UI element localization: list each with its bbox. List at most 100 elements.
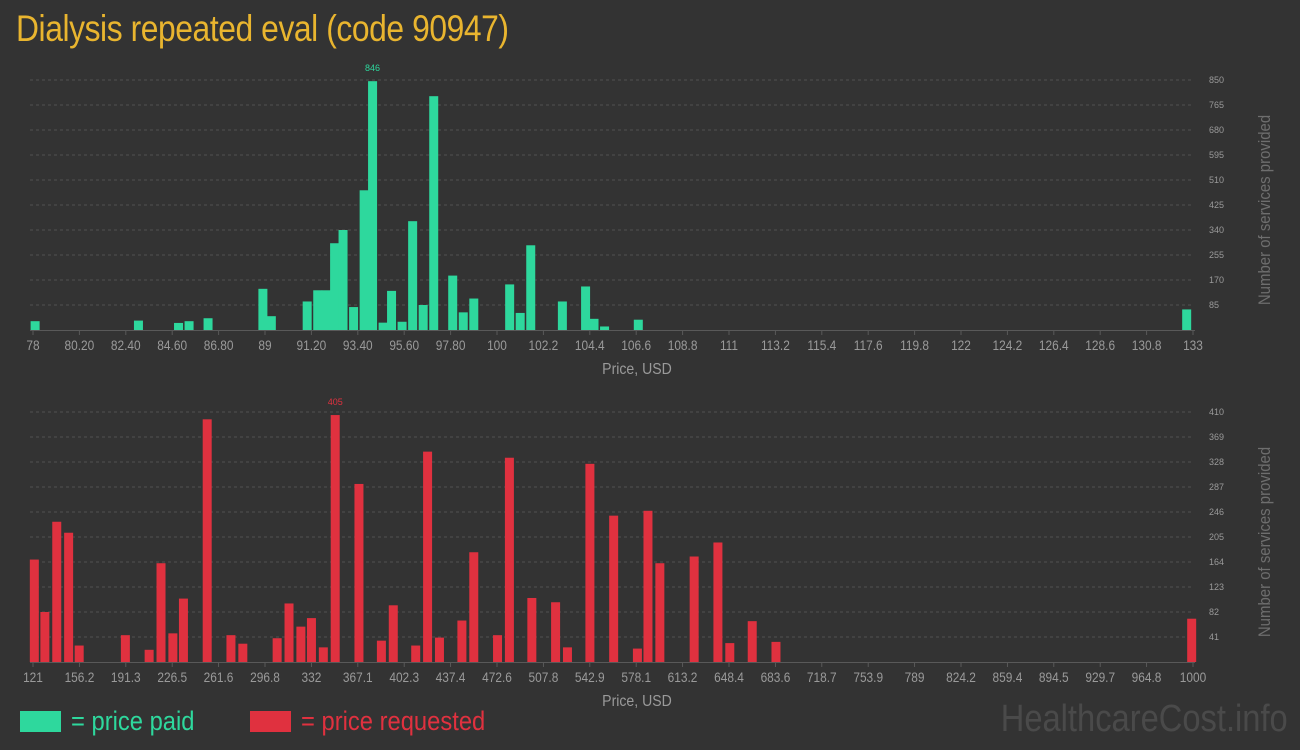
x-tick-label: 108.8 [668,337,698,353]
bar [423,451,433,662]
bar [296,626,306,662]
x-tick-label: 929.7 [1085,669,1115,685]
bar [551,602,561,662]
y-axis-title: Number of services provided [1256,447,1274,637]
bar [359,190,369,330]
bar [168,633,178,662]
x-tick-label: 80.20 [65,337,95,353]
x-tick-label: 119.8 [900,337,929,353]
y-tick-label: 287 [1209,482,1224,492]
bar [338,230,348,330]
max-value-label: 846 [365,63,380,73]
bar [330,415,340,662]
bar [321,290,331,330]
bar [120,635,130,662]
bar [226,635,236,662]
bar [330,243,340,330]
y-tick-label: 765 [1209,100,1224,110]
bar [313,290,323,330]
x-tick-label: 402.3 [389,669,419,685]
x-tick-label: 578.1 [621,669,651,685]
bar [40,612,50,662]
y-tick-label: 41 [1209,632,1219,642]
bar [203,318,213,330]
bar [633,319,643,330]
bar [284,603,294,662]
bar [354,483,364,662]
bar [411,645,421,662]
x-tick-label: 82.40 [111,337,141,353]
bar [713,542,723,662]
bar [609,515,619,662]
x-tick-label: 964.8 [1132,669,1162,685]
bar [1187,618,1197,662]
x-tick-label: 121 [23,669,43,685]
bar [387,290,397,330]
bar [457,620,467,662]
y-tick-label: 850 [1209,75,1224,85]
y-tick-label: 164 [1209,557,1224,567]
bar [184,321,194,330]
x-tick-label: 296.8 [250,669,280,685]
x-tick-label: 824.2 [946,669,976,685]
bar [434,637,444,662]
bar [29,559,39,662]
x-tick-label: 507.8 [529,669,559,685]
x-tick-label: 126.4 [1039,337,1069,353]
y-tick-label: 170 [1209,275,1224,285]
bar [174,322,184,330]
bar [504,457,514,662]
bar [632,648,642,662]
x-tick-label: 332 [302,669,322,685]
x-tick-label: 130.8 [1132,337,1162,353]
x-tick-label: 84.60 [157,337,187,353]
bar [202,419,212,662]
x-tick-label: 113.2 [761,337,790,353]
bar [349,307,359,330]
bar [771,641,781,662]
bar [689,556,699,662]
bar [515,312,525,330]
y-tick-label: 425 [1209,200,1224,210]
price-paid-chart: 85 170 255 340 425 510 595 680 765 850 846 78 80.20 8… [26,63,1274,378]
y-tick-label: 328 [1209,457,1224,467]
bar [448,275,458,330]
bar [493,635,503,662]
bar [643,510,653,662]
x-tick-label: 124.2 [993,337,1023,353]
bar [30,321,40,330]
x-tick-label: 156.2 [65,669,95,685]
page-title: Dialysis repeated eval (code 90947) [16,8,509,49]
y-tick-label: 205 [1209,532,1224,542]
bar [418,305,428,330]
bar [52,521,62,662]
bar [557,301,567,330]
bar [725,643,735,662]
x-tick-label: 894.5 [1039,669,1069,685]
x-tick-label: 718.7 [807,669,837,685]
bar [747,621,757,662]
x-tick-label: 648.4 [714,669,744,685]
bar [505,284,515,330]
x-tick-label: 97.80 [436,337,466,353]
bar [133,320,143,330]
bar [397,321,407,330]
legend-requested-swatch [250,710,291,732]
y-tick-label: 369 [1209,432,1224,442]
bar [526,245,536,330]
x-tick-label: 191.3 [111,669,141,685]
x-tick-label: 367.1 [343,669,373,685]
x-tick-label: 115.4 [807,337,836,353]
x-axis-title: Price, USD [602,692,672,710]
bar [581,286,591,330]
bar [376,640,386,662]
x-tick-label: 261.6 [204,669,234,685]
x-tick-label: 472.6 [482,669,512,685]
bar [378,322,388,330]
y-tick-label: 410 [1209,407,1224,417]
x-tick-label: 78 [26,337,39,353]
x-tick-label: 437.4 [436,669,466,685]
bar [64,532,74,662]
x-tick-label: 859.4 [993,669,1023,685]
y-tick-label: 246 [1209,507,1224,517]
